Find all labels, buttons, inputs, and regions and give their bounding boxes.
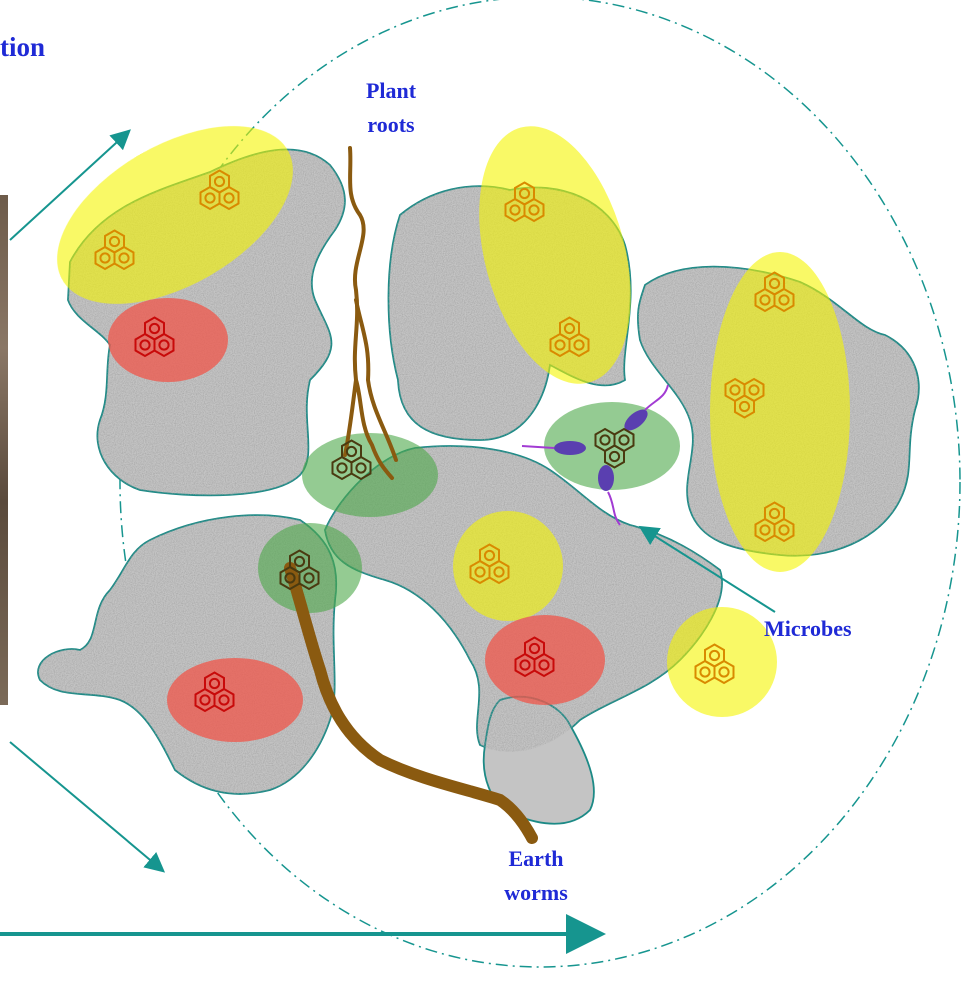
plant-roots-label: Plant roots bbox=[352, 74, 430, 142]
plant-roots-label-line-2: roots bbox=[367, 112, 415, 137]
microbes-label: Microbes bbox=[764, 616, 852, 641]
microbes-group bbox=[521, 384, 669, 526]
red-zone-top-left bbox=[108, 298, 228, 382]
plant-root-icon bbox=[343, 146, 398, 480]
yellow-zone-right bbox=[710, 252, 850, 572]
microbe-icon bbox=[554, 441, 586, 455]
microbe-icon bbox=[598, 465, 614, 491]
red-zone-bottom-left bbox=[167, 658, 303, 742]
aggregate-boundary-circle bbox=[119, 0, 961, 968]
earth-worms-label-line-1: Earth bbox=[508, 846, 564, 871]
microbes-pointer-arrow bbox=[638, 525, 776, 613]
earthworm-icon bbox=[284, 562, 538, 844]
yellow-zone-top-center bbox=[479, 126, 631, 384]
microbe-icon bbox=[624, 409, 648, 431]
zoom-line-top bbox=[9, 129, 131, 241]
page-title-fragment: tion bbox=[0, 32, 46, 62]
earth-worms-label-line-2: worms bbox=[504, 880, 568, 905]
zoom-line-bottom bbox=[9, 741, 166, 873]
yellow-zone-top-left bbox=[57, 126, 293, 304]
red-zones bbox=[108, 298, 605, 742]
earth-worms-label: Earth worms bbox=[486, 842, 586, 910]
soil-photo-edge bbox=[0, 195, 8, 705]
green-zone-roots bbox=[302, 433, 438, 517]
plant-roots-label-line-1: Plant bbox=[365, 78, 417, 103]
